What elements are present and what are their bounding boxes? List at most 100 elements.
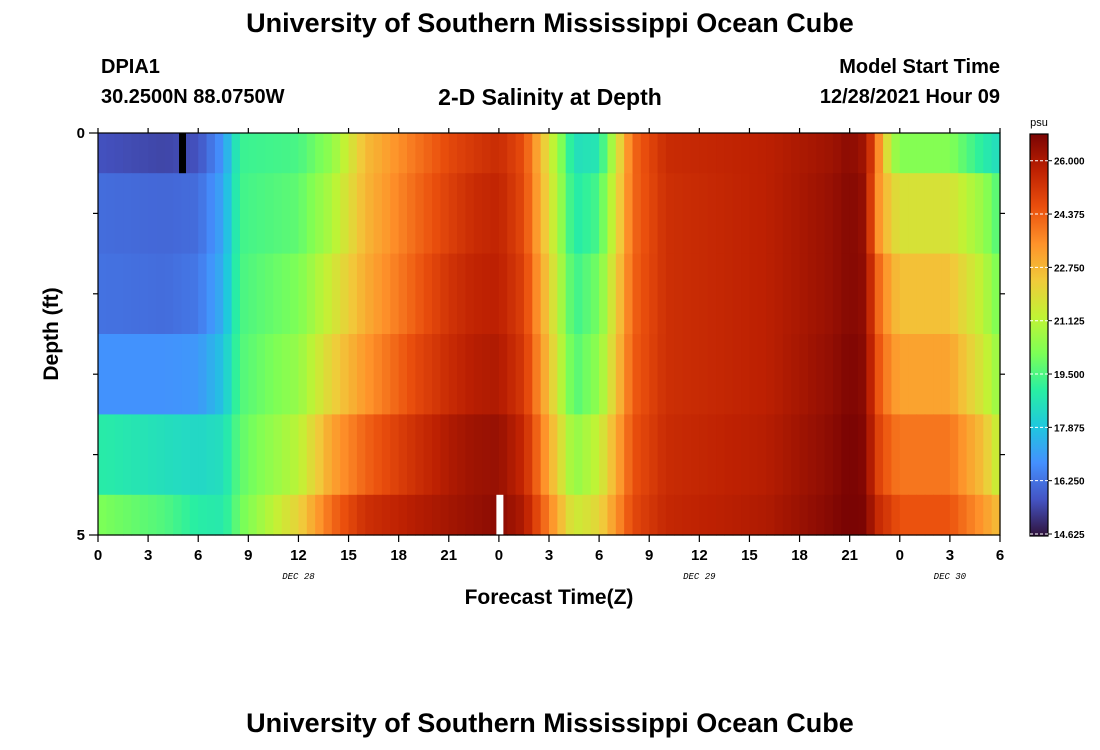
heatmap-cell bbox=[365, 334, 375, 415]
heatmap-cell bbox=[239, 494, 249, 536]
heatmap-cell bbox=[356, 334, 366, 415]
heatmap-cell bbox=[181, 253, 191, 335]
heatmap-cell bbox=[908, 334, 918, 415]
heatmap-cell bbox=[791, 173, 801, 255]
heatmap-cell bbox=[549, 334, 558, 415]
heatmap-cell bbox=[507, 133, 517, 174]
heatmap-cell bbox=[156, 494, 166, 536]
heatmap-cell bbox=[164, 334, 174, 415]
heatmap-cell bbox=[757, 253, 767, 335]
heatmap-cell bbox=[657, 133, 667, 174]
heatmap-cell bbox=[281, 173, 291, 255]
heatmap-cell bbox=[883, 133, 893, 174]
heatmap-cell bbox=[732, 494, 742, 536]
heatmap-cell bbox=[866, 173, 876, 255]
heatmap-cell bbox=[891, 133, 901, 174]
heatmap-cell bbox=[373, 173, 383, 255]
heatmap-cell bbox=[440, 173, 450, 255]
heatmap-cell bbox=[398, 173, 408, 255]
heatmap-cell bbox=[473, 133, 483, 174]
heatmap-cell bbox=[849, 334, 859, 415]
heatmap-cell bbox=[523, 334, 533, 415]
x-tick-label: 21 bbox=[440, 547, 457, 564]
heatmap-cell bbox=[632, 253, 642, 335]
heatmap-cell bbox=[682, 334, 692, 415]
heatmap-cell bbox=[966, 173, 976, 255]
heatmap-cell bbox=[933, 173, 943, 255]
heatmap-cell bbox=[891, 253, 901, 335]
heatmap-cell bbox=[916, 173, 926, 255]
heatmap-cell bbox=[273, 334, 283, 415]
heatmap-cell bbox=[716, 334, 725, 415]
heatmap-cell bbox=[356, 173, 366, 255]
heatmap-cell bbox=[473, 494, 483, 536]
heatmap-cell bbox=[707, 173, 717, 255]
colorbar-scale bbox=[1029, 133, 1049, 537]
heatmap-cell bbox=[816, 414, 826, 496]
heatmap-cell bbox=[290, 414, 300, 496]
heatmap-cell bbox=[766, 133, 776, 174]
heatmap-cell bbox=[991, 334, 1001, 415]
heatmap-cell bbox=[156, 414, 166, 496]
heatmap-cell bbox=[515, 133, 525, 174]
x-tick-label: 21 bbox=[841, 547, 858, 564]
heatmap-cell bbox=[949, 414, 959, 496]
heatmap-cell bbox=[106, 494, 116, 536]
heatmap-cell bbox=[724, 334, 734, 415]
heatmap-cell bbox=[482, 253, 492, 335]
heatmap-cell bbox=[849, 253, 859, 335]
chart-subtitle: 2-D Salinity at Depth bbox=[438, 84, 662, 110]
heatmap-cell bbox=[782, 494, 792, 536]
heatmap-cell bbox=[615, 334, 625, 415]
heatmap-cell bbox=[123, 414, 133, 496]
heatmap-cell bbox=[949, 334, 959, 415]
heatmap-cell bbox=[766, 173, 776, 255]
heatmap-cell bbox=[415, 253, 425, 335]
heatmap-cell bbox=[657, 494, 667, 536]
heatmap-cell bbox=[874, 334, 884, 415]
heatmap-cell bbox=[590, 173, 600, 255]
heatmap-cell bbox=[198, 334, 208, 415]
heatmap-cell bbox=[390, 173, 400, 255]
heatmap-cell bbox=[214, 253, 224, 335]
heatmap-cell bbox=[189, 414, 199, 496]
heatmap-cell bbox=[699, 173, 709, 255]
heatmap-cell bbox=[381, 173, 391, 255]
heatmap-cell bbox=[874, 253, 884, 335]
heatmap-cell bbox=[682, 173, 692, 255]
heatmap-cell bbox=[148, 253, 158, 335]
heatmap-cell bbox=[941, 494, 951, 536]
heatmap-cell bbox=[298, 253, 308, 335]
heatmap-cell bbox=[849, 414, 859, 496]
heatmap-cell bbox=[549, 494, 558, 536]
heatmap-cell bbox=[381, 334, 391, 415]
heatmap-cell bbox=[398, 414, 408, 496]
heatmap-cell bbox=[640, 414, 650, 496]
heatmap-cell bbox=[983, 133, 993, 174]
heatmap-cell bbox=[941, 173, 951, 255]
heatmap-cell bbox=[482, 133, 492, 174]
heatmap-cell bbox=[323, 334, 333, 415]
heatmap-cell bbox=[749, 173, 759, 255]
heatmap-cell bbox=[206, 253, 216, 335]
heatmap-cell bbox=[607, 414, 617, 496]
heatmap-cell bbox=[590, 133, 600, 174]
heatmap-cell bbox=[515, 414, 525, 496]
heatmap-cell bbox=[239, 414, 249, 496]
heatmap-cell bbox=[239, 253, 249, 335]
heatmap-cell bbox=[515, 334, 525, 415]
heatmap-cell bbox=[741, 334, 751, 415]
heatmap-cell bbox=[749, 414, 759, 496]
heatmap-cell bbox=[356, 494, 366, 536]
heatmap-cell bbox=[657, 414, 667, 496]
heatmap-cell bbox=[858, 334, 867, 415]
heatmap-cell bbox=[231, 133, 241, 174]
heatmap-cell bbox=[624, 133, 634, 174]
heatmap-cell bbox=[490, 253, 500, 335]
heatmap-cell bbox=[624, 253, 634, 335]
heatmap-cell bbox=[549, 414, 558, 496]
heatmap-cell bbox=[841, 334, 851, 415]
heatmap-cell bbox=[766, 494, 776, 536]
x-tick-label: 3 bbox=[545, 547, 553, 564]
heatmap-cell bbox=[832, 133, 842, 174]
